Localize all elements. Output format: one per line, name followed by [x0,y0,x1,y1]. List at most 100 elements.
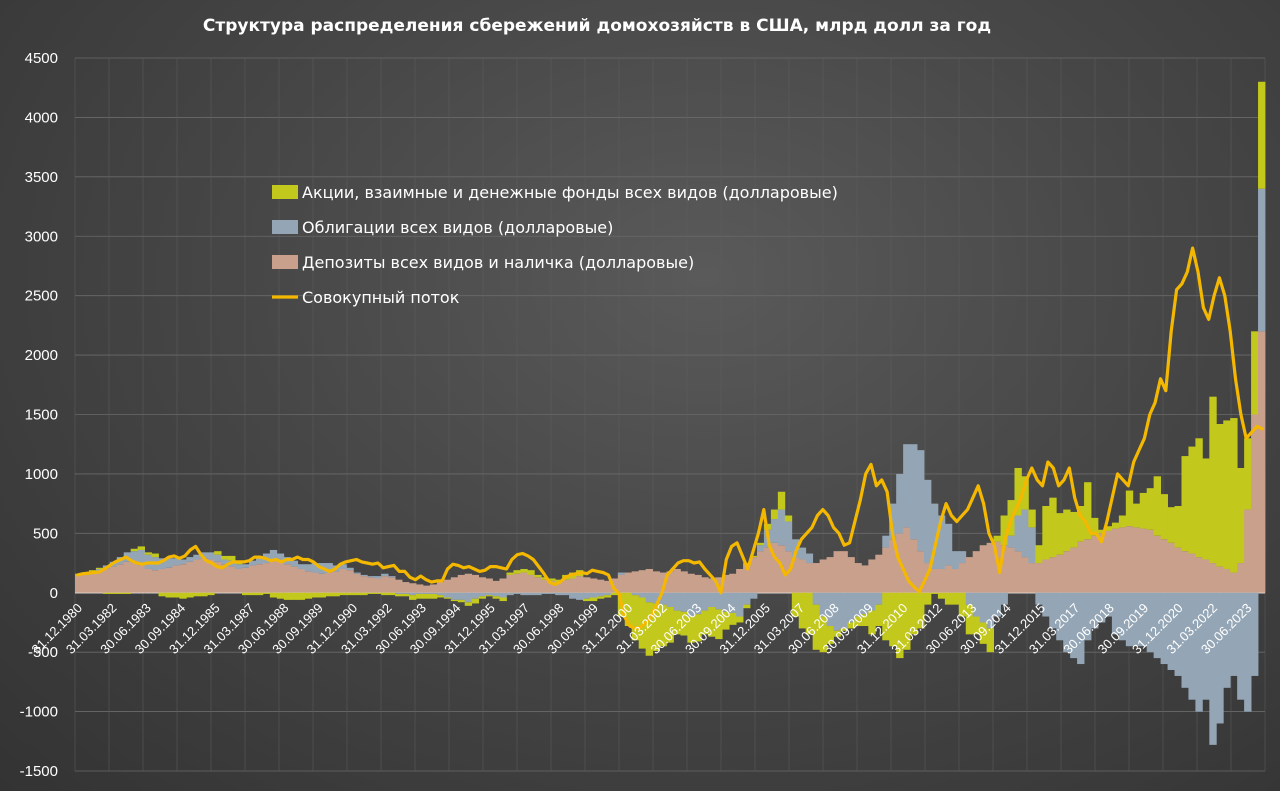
bar-bonds [583,592,591,599]
bar-deposits [214,561,222,593]
bar-equities [826,626,834,644]
bar-bonds [255,557,264,565]
bar-bonds [415,592,424,594]
bar-deposits [130,563,139,593]
bar-equities [415,593,424,599]
bar-equities [436,595,445,598]
bar-equities [1244,438,1252,510]
bar-deposits [137,565,145,593]
bar-deposits [346,570,354,593]
bar-deposits [882,547,890,593]
bar-equities [930,592,939,594]
bar-equities [1251,331,1259,415]
bar-equities [652,603,660,651]
bar-bonds [235,564,243,569]
bar-deposits [1258,331,1266,593]
bar-bonds [1146,592,1155,653]
bar-equities [791,592,800,617]
bar-deposits [102,568,111,593]
bar-bonds [1070,592,1078,659]
bar-bonds [1042,592,1050,617]
bar-equities [541,577,549,580]
bar-bonds [1035,592,1043,605]
bar-bonds [673,592,681,611]
bar-equities [624,592,633,627]
y-tick-label: 1000 [25,466,58,483]
bar-bonds [1209,592,1217,745]
bar-equities [986,628,994,653]
bar-deposits [555,582,563,593]
bar-bonds [861,592,869,615]
bar-deposits [1244,509,1252,593]
bar-bonds [381,573,389,577]
bar-deposits [242,567,250,593]
bar-bonds [1111,592,1120,635]
bar-bonds [562,592,570,596]
bar-bonds [951,551,960,569]
bar-equities [214,551,222,555]
bar-deposits [1007,547,1015,593]
bar-equities [186,592,194,598]
bar-equities [339,592,347,596]
bar-deposits [847,557,855,593]
bar-equities [151,553,159,558]
bar-bonds [722,592,730,612]
bar-deposits [596,579,605,593]
bar-deposits [381,576,389,593]
bar-bonds [1049,592,1057,629]
bar-deposits [395,579,403,593]
bar-equities [743,604,751,609]
bar-bonds [422,592,431,594]
bar-bonds [603,592,612,596]
bar-deposits [868,559,876,593]
bar-deposits [1063,551,1071,593]
bar-bonds [896,473,904,534]
bar-bonds [242,564,250,568]
bar-deposits [179,564,187,593]
bar-deposits [276,561,285,593]
bar-deposits [200,558,208,593]
bar-deposits [283,564,292,593]
bar-equities [924,592,932,605]
bar-equities [207,592,215,596]
bar-equities [457,599,466,603]
bar-equities [819,616,827,653]
bar-deposits [123,561,132,593]
bar-equities [221,555,229,560]
bar-deposits [1209,563,1217,593]
bar-equities [402,593,410,597]
bar-equities [1216,424,1224,567]
bar-bonds [687,592,695,617]
bar-equities [464,602,473,606]
bar-deposits [763,547,772,593]
bar-equities [450,599,459,602]
bar-equities [506,572,514,575]
bar-equities [242,592,250,596]
bar-deposits [422,585,431,593]
bar-equities [1056,513,1064,555]
bar-deposits [1153,535,1162,593]
bar-deposits [255,564,264,593]
bar-bonds [965,592,974,605]
bar-deposits [485,578,493,593]
bar-bonds [541,592,549,594]
y-tick-label: 500 [33,525,58,542]
bar-equities [798,592,807,629]
bar-deposits [687,573,695,593]
bar-bonds [1063,592,1071,653]
bar-deposits [1146,529,1155,593]
bar-bonds [1244,592,1252,712]
bar-equities [1209,396,1217,564]
bar-bonds [833,592,841,631]
bar-deposits [81,574,90,593]
bar-deposits [109,566,118,593]
bar-equities [589,597,598,602]
bar-equities [422,593,431,599]
bar-equities [499,597,507,602]
bar-deposits [506,574,514,593]
bar-bonds [631,592,640,596]
bar-deposits [736,568,744,593]
bar-equities [833,630,841,637]
bar-deposits [1167,542,1175,593]
bar-equities [471,598,480,604]
